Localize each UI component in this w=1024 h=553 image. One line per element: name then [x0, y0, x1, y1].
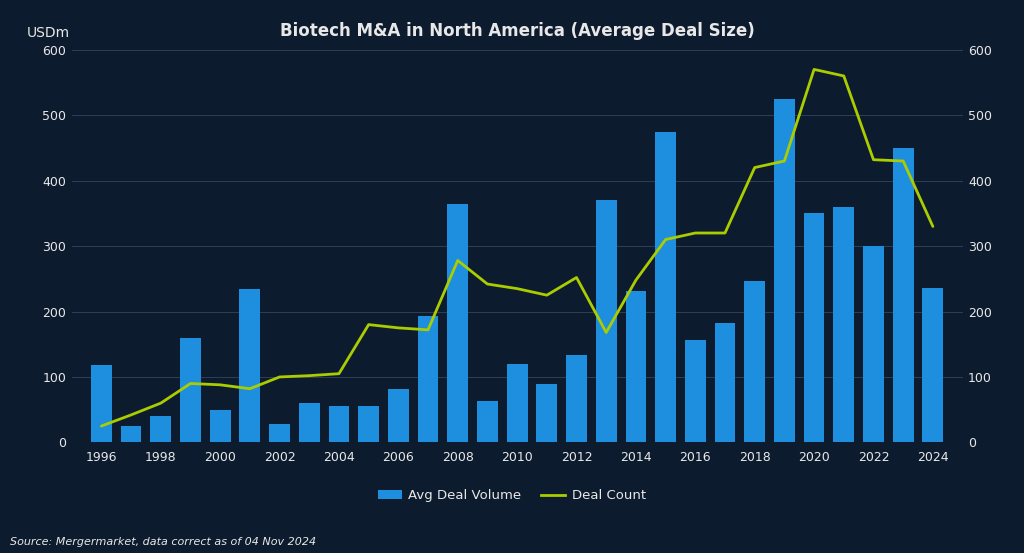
Bar	[863, 246, 884, 442]
Title: Biotech M&A in North America (Average Deal Size): Biotech M&A in North America (Average De…	[280, 22, 755, 40]
Bar	[477, 401, 498, 442]
Bar	[269, 424, 290, 442]
Bar	[804, 213, 824, 442]
Bar	[210, 410, 230, 442]
Bar	[715, 324, 735, 442]
Bar	[744, 281, 765, 442]
Bar	[121, 426, 141, 442]
Text: USDm: USDm	[28, 26, 71, 40]
Bar	[418, 316, 438, 442]
Bar	[151, 416, 171, 442]
Bar	[596, 200, 616, 442]
Bar	[566, 356, 587, 442]
Bar	[358, 406, 379, 442]
Bar	[180, 338, 201, 442]
Bar	[388, 389, 409, 442]
Bar	[329, 406, 349, 442]
Bar	[626, 290, 646, 442]
Bar	[447, 204, 468, 442]
Bar	[834, 207, 854, 442]
Bar	[537, 384, 557, 442]
Bar	[893, 148, 913, 442]
Bar	[923, 288, 943, 442]
Text: Source: Mergermarket, data correct as of 04 Nov 2024: Source: Mergermarket, data correct as of…	[10, 538, 316, 547]
Bar	[240, 289, 260, 442]
Bar	[299, 403, 319, 442]
Bar	[685, 340, 706, 442]
Legend: Avg Deal Volume, Deal Count: Avg Deal Volume, Deal Count	[373, 484, 651, 508]
Bar	[507, 364, 527, 442]
Bar	[91, 365, 112, 442]
Bar	[774, 99, 795, 442]
Bar	[655, 132, 676, 442]
